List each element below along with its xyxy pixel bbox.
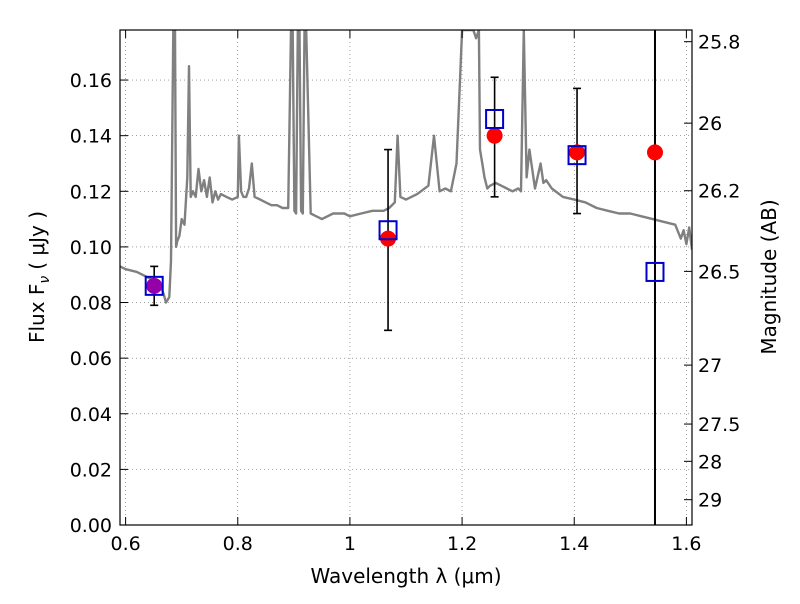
- y-axis-label-main: Flux F: [25, 284, 49, 343]
- data-point-circle: [569, 144, 586, 161]
- data-point-circle: [646, 144, 663, 161]
- y2-tick-label: 26.2: [698, 181, 740, 203]
- data-point-circle: [146, 277, 163, 294]
- y-tick-label: 0.14: [70, 126, 112, 148]
- data-point-circle: [486, 127, 503, 144]
- x-tick-label: 1.6: [671, 533, 701, 555]
- y2-tick-label: 26.5: [698, 261, 740, 283]
- y-tick-label: 0.08: [70, 293, 112, 315]
- x-tick-label: 0.6: [110, 533, 140, 555]
- model-point-square: [645, 261, 665, 282]
- label-layer: Wavelength λ (μm) Flux Fν ( μJy ) Magnitu…: [25, 199, 781, 588]
- y-tick-label: 0.10: [70, 237, 112, 259]
- model-point-square: [378, 220, 398, 241]
- y2-tick-label: 29: [698, 490, 722, 512]
- tick-layer: 0.6 0.8 1 1.2 1.4 1.6 0.00 0.02 0.04 0.06 0.08 0.10…: [70, 30, 740, 555]
- y-axis-label: Flux Fν ( μJy ): [25, 211, 53, 343]
- y-tick-label: 0.04: [70, 404, 112, 426]
- x-tick-label: 0.8: [223, 533, 253, 555]
- y-tick-label: 0.16: [70, 70, 112, 92]
- x-tick-label: 1.2: [447, 533, 477, 555]
- model-point-square: [485, 108, 505, 129]
- x-axis-label: Wavelength λ (μm): [310, 564, 501, 588]
- y-tick-label: 0.02: [70, 459, 112, 481]
- model-point-square: [144, 275, 164, 296]
- plot-layer: [120, 30, 692, 525]
- y-tick-label: 0.00: [70, 515, 112, 537]
- y2-tick-label: 28: [698, 451, 722, 473]
- frame-layer: [119, 29, 693, 526]
- y2-tick-label: 27: [698, 355, 722, 377]
- y-axis-label-sub: ν: [37, 276, 53, 284]
- y-axis-label-units: ( μJy ): [25, 211, 49, 270]
- y-tick-label: 0.06: [70, 348, 112, 370]
- spectrum-line: [120, 30, 692, 304]
- y2-tick-label: 25.8: [698, 32, 740, 54]
- y2-axis-label: Magnitude (AB): [757, 199, 781, 354]
- x-tick-label: 1: [344, 533, 356, 555]
- plot-frame: [119, 29, 693, 526]
- x-tick-label: 1.4: [559, 533, 589, 555]
- y2-tick-label: 27.5: [698, 414, 740, 436]
- y-tick-label: 0.12: [70, 181, 112, 203]
- model-point-square: [567, 145, 587, 166]
- y2-tick-label: 26: [698, 113, 722, 135]
- grid-layer: [120, 30, 692, 526]
